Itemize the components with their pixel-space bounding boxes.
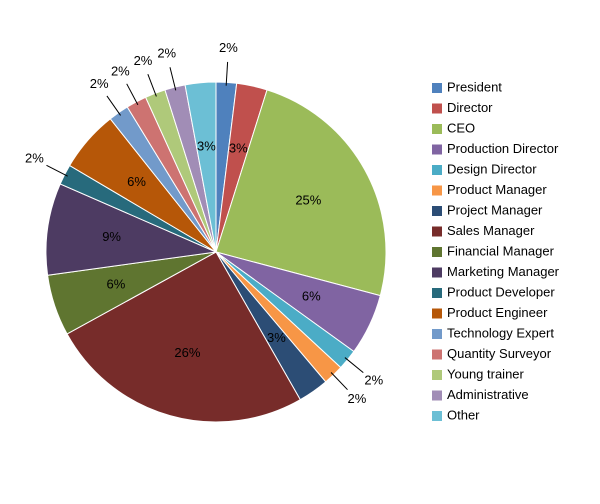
legend-swatch [432, 370, 442, 380]
pie-slice [45, 183, 218, 276]
legend-swatch [432, 267, 442, 278]
legend-swatch [432, 226, 442, 237]
legend-swatch [432, 308, 442, 319]
legend-label: Production Director [447, 141, 559, 156]
legend-label: CEO [447, 120, 475, 135]
legend-label: Sales Manager [447, 223, 535, 238]
data-label: 3% [197, 138, 216, 153]
data-label: 6% [107, 277, 126, 292]
data-label: 26% [174, 345, 200, 360]
legend-swatch [432, 390, 442, 401]
legend-label: Product Developer [447, 284, 555, 299]
legend-label: Director [447, 100, 493, 115]
legend-swatch [432, 144, 442, 155]
leader-line [147, 74, 157, 97]
data-label: 2% [364, 373, 383, 388]
leader-line [169, 67, 177, 91]
data-label: 2% [111, 63, 130, 78]
leader-line [344, 357, 364, 374]
legend-label: Design Director [447, 161, 537, 176]
data-label: 25% [295, 193, 321, 208]
legend-label: Administrative [447, 387, 529, 402]
legend-swatch [432, 411, 442, 421]
pie-slice [184, 81, 217, 253]
data-label: 9% [102, 229, 121, 244]
legend-label: Quantity Surveyor [447, 346, 552, 361]
legend-label: Product Engineer [447, 305, 548, 320]
legend-label: Technology Expert [447, 325, 554, 340]
legend-swatch [432, 83, 442, 93]
data-label: 2% [157, 45, 176, 60]
data-label: 3% [229, 140, 248, 155]
data-label: 2% [90, 76, 109, 91]
leader-line [330, 372, 348, 391]
data-label: 2% [348, 391, 367, 406]
legend-label: Marketing Manager [447, 264, 560, 279]
legend-label: Other [447, 407, 480, 422]
legend-swatch [432, 165, 442, 175]
legend-label: Project Manager [447, 202, 543, 217]
legend-label: Young trainer [447, 366, 525, 381]
data-label: 6% [302, 289, 321, 304]
legend-swatch [432, 103, 442, 114]
legend-swatch [432, 206, 442, 216]
data-label: 6% [127, 174, 146, 189]
legend-swatch [432, 185, 442, 196]
leader-line [225, 61, 229, 86]
legend-swatch [432, 247, 442, 257]
legend-swatch [432, 349, 442, 360]
legend-label: Financial Manager [447, 243, 555, 258]
pie-slice [66, 251, 301, 423]
legend-swatch [432, 288, 442, 298]
leader-line [106, 95, 121, 116]
leader-line [46, 164, 68, 177]
pie-slice [215, 89, 387, 297]
legend-label: Product Manager [447, 182, 547, 197]
legend-label: President [447, 79, 502, 94]
data-label: 2% [25, 151, 44, 166]
leader-line [126, 83, 139, 106]
legend-swatch [432, 329, 442, 339]
data-label: 2% [134, 53, 153, 68]
data-label: 3% [267, 330, 286, 345]
data-label: 2% [219, 40, 238, 55]
legend-swatch [432, 124, 442, 134]
